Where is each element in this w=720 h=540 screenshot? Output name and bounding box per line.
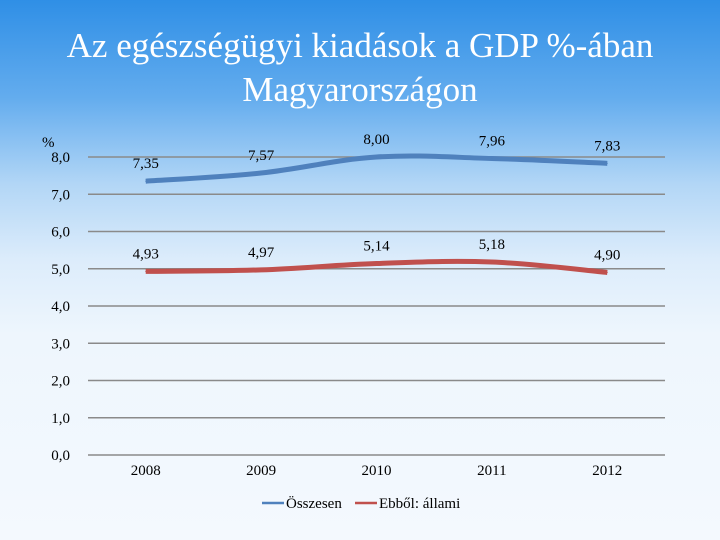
data-point xyxy=(260,269,262,271)
data-point xyxy=(376,156,377,158)
x-tick-label: 2012 xyxy=(592,463,622,479)
y-tick-label: 8,0 xyxy=(51,150,70,166)
data-label: 4,90 xyxy=(594,247,620,263)
data-labels: 7,35 7,57 8,00 7,96 7,83 4,93 4,97 5,14 5,18 4,90 xyxy=(133,132,621,263)
y-tick-label: 5,0 xyxy=(51,262,70,278)
gridlines xyxy=(88,156,665,456)
data-label: 4,93 xyxy=(133,246,159,262)
data-label: 7,96 xyxy=(479,133,506,149)
data-label: 4,97 xyxy=(248,245,275,261)
data-label: 7,57 xyxy=(248,148,275,164)
y-tick-label: 1,0 xyxy=(51,411,70,427)
data-point xyxy=(376,263,377,265)
y-tick-label: 3,0 xyxy=(51,336,70,352)
data-point xyxy=(491,261,493,263)
x-tick-label: 2010 xyxy=(362,463,392,479)
data-label: 7,35 xyxy=(133,156,159,172)
data-label: 8,00 xyxy=(363,132,389,148)
chart-title-line-1: Az egészségügyi kiadások a GDP %-ában xyxy=(66,26,654,65)
chart-title: Az egészségügyi kiadások a GDP %-ában Ma… xyxy=(0,24,720,112)
data-point xyxy=(491,157,493,159)
x-tick-label: 2009 xyxy=(246,463,276,479)
chart-title-line-2: Magyarországon xyxy=(242,70,478,109)
data-point xyxy=(606,162,608,164)
data-point xyxy=(606,271,608,273)
data-point xyxy=(145,270,147,272)
x-tick-label: 2008 xyxy=(131,463,161,479)
legend-label: Összesen xyxy=(286,495,342,512)
series-lines xyxy=(145,153,608,275)
data-point xyxy=(145,180,147,182)
y-axis-label: % xyxy=(42,135,55,151)
series-line-0 xyxy=(145,153,608,184)
legend: Összesen Ebből: állami xyxy=(262,495,460,512)
data-label: 5,18 xyxy=(479,237,505,253)
y-tick-label: 6,0 xyxy=(51,225,70,241)
legend-label: Ebből: állami xyxy=(379,496,460,512)
data-label: 5,14 xyxy=(363,239,390,255)
x-axis-tick-labels: 2008 2009 2010 2011 2012 xyxy=(131,463,623,479)
y-axis-tick-labels: 0,0 1,0 2,0 3,0 4,0 5,0 6,0 7,0 8,0 xyxy=(51,150,70,464)
y-tick-label: 2,0 xyxy=(51,374,70,390)
x-tick-label: 2011 xyxy=(477,463,506,479)
data-point xyxy=(260,172,262,174)
y-tick-label: 7,0 xyxy=(51,187,70,203)
y-tick-label: 0,0 xyxy=(51,448,70,464)
y-tick-label: 4,0 xyxy=(51,299,70,315)
data-label: 7,83 xyxy=(594,138,620,154)
